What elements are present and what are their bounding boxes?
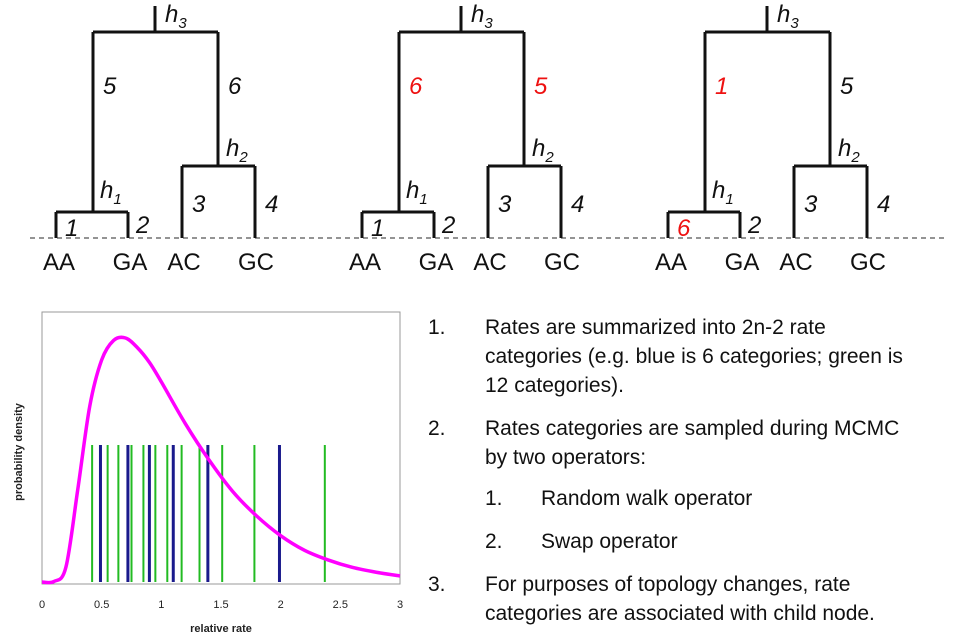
- trees-group: 1 2 3 4 5 6 h1 h2 h3 AA GA AC GC 1 2 3 4 6 5 h1 h2 h3 AA GA AC GC…: [43, 1, 890, 276]
- tip-label: AA: [655, 249, 687, 276]
- list-item-line: Random walk operator: [541, 487, 753, 510]
- branch-rate-label: 3: [498, 191, 512, 218]
- plot-frame: [41, 311, 401, 585]
- branch-rate-label: 5: [534, 73, 548, 100]
- node-height-label: h3: [471, 1, 493, 32]
- x-tick-label: 0.5: [94, 599, 109, 611]
- branch-rate-label: 1: [715, 73, 728, 100]
- branch-rate-label: 3: [804, 191, 818, 218]
- tip-label: GA: [419, 249, 454, 276]
- branch-rate-label: 4: [877, 191, 890, 218]
- tree-3: 6 2 3 4 1 5 h1 h2 h3 AA GA AC GC: [655, 1, 890, 276]
- node-height-label: h2: [532, 135, 554, 166]
- tree-2: 1 2 3 4 6 5 h1 h2 h3 AA GA AC GC: [349, 1, 584, 276]
- branch-rate-label: 5: [840, 73, 854, 100]
- tip-label: AC: [779, 249, 812, 276]
- branch-rate-label: 5: [103, 73, 117, 100]
- category-lines: [91, 445, 326, 582]
- list-item-line: by two operators:: [485, 446, 647, 469]
- list-item-line: Swap operator: [541, 530, 678, 553]
- list-item-number: 1.: [485, 487, 503, 510]
- branch-rate-label: 6: [677, 215, 691, 242]
- branch-rate-label: 6: [409, 73, 423, 100]
- list-item-number: 2.: [485, 530, 503, 553]
- list-item-line: Rates categories are sampled during MCMC: [485, 417, 900, 440]
- node-height-label: h1: [100, 177, 122, 208]
- node-height-label: h2: [838, 135, 860, 166]
- tip-label: GC: [850, 249, 886, 276]
- node-height-label: h3: [165, 1, 187, 32]
- branch-rate-label: 2: [441, 212, 455, 239]
- tip-label: AA: [43, 249, 75, 276]
- x-tick-label: 1.5: [213, 599, 228, 611]
- x-tick-label: 0: [39, 599, 45, 611]
- node-height-label: h1: [406, 177, 428, 208]
- list-item-text: Rates categories are sampled during MCMC…: [485, 414, 899, 472]
- node-height-label: h1: [712, 177, 734, 208]
- x-tick-label: 2: [278, 599, 284, 611]
- list-item-line: categories (e.g. blue is 6 categories; g…: [485, 345, 903, 368]
- branch-rate-label: 4: [265, 191, 278, 218]
- node-height-label: h3: [777, 1, 799, 32]
- node-height-label: h2: [226, 135, 248, 166]
- tip-label: AC: [167, 249, 200, 276]
- list-item-text: Random walk operator: [541, 484, 752, 513]
- y-axis-label: probability density: [13, 402, 25, 501]
- list-item-number: 3.: [428, 573, 446, 596]
- branch-rate-label: 4: [571, 191, 584, 218]
- tip-label: GC: [544, 249, 580, 276]
- list-item-number: 1.: [428, 316, 446, 339]
- tip-label: AA: [349, 249, 381, 276]
- x-tick-labels: 0 0.5 1 1.5 2 2.5 3: [39, 599, 403, 611]
- list-item-line: categories are associated with child nod…: [485, 602, 875, 625]
- branch-rate-label: 1: [371, 215, 384, 242]
- branch-rate-label: 3: [192, 191, 206, 218]
- rate-density-chart: 0 0.5 1 1.5 2 2.5 3 relative rate probability …: [13, 311, 403, 635]
- x-axis-label: relative rate: [190, 623, 252, 635]
- branch-rate-label: 2: [135, 212, 149, 239]
- x-tick-label: 3: [397, 599, 403, 611]
- branch-rate-label: 6: [228, 73, 242, 100]
- list-item-number: 2.: [428, 417, 446, 440]
- tip-label: GA: [725, 249, 760, 276]
- x-tick-label: 1: [158, 599, 164, 611]
- tip-label: AC: [473, 249, 506, 276]
- tip-label: GC: [238, 249, 274, 276]
- tip-label: GA: [113, 249, 148, 276]
- branch-rate-label: 1: [65, 215, 78, 242]
- list-item-text: Swap operator: [541, 527, 678, 556]
- list-item-line: Rates are summarized into 2n-2 rate: [485, 316, 826, 339]
- list-item-text: For purposes of topology changes, rate ca…: [485, 570, 875, 628]
- list-item-line: For purposes of topology changes, rate: [485, 573, 851, 596]
- x-tick-label: 2.5: [333, 599, 348, 611]
- density-curve: [41, 335, 401, 585]
- list-item-line: 12 categories).: [485, 374, 624, 397]
- list-item-text: Rates are summarized into 2n-2 rate categ…: [485, 313, 903, 400]
- tree-1: 1 2 3 4 5 6 h1 h2 h3 AA GA AC GC: [43, 1, 278, 276]
- branch-rate-label: 2: [747, 212, 761, 239]
